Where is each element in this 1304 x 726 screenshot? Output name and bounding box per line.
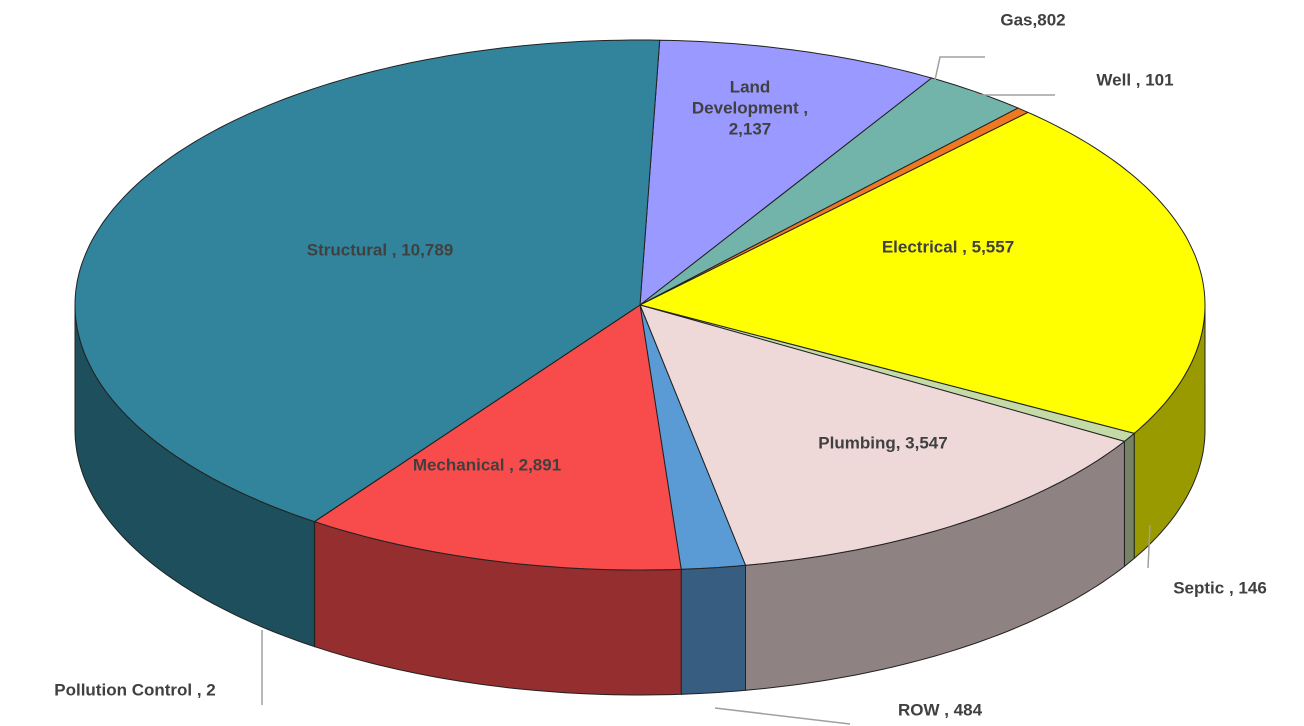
top-faces: [74, 39, 1206, 571]
slice: [639, 304, 1126, 566]
data-label: Mechanical , 2,891: [412, 455, 562, 475]
data-label: Structural , 10,789: [306, 240, 454, 260]
slice: [639, 304, 747, 570]
slice: [638, 111, 1206, 434]
slice: [74, 39, 661, 523]
side-walls: [74, 304, 1206, 696]
data-label: Pollution Control , 2: [54, 680, 216, 700]
data-label: Land Development , 2,137: [691, 77, 809, 139]
data-label: Electrical , 5,557: [881, 237, 1015, 257]
data-label: Well , 101: [1096, 70, 1174, 90]
slice: [313, 304, 682, 571]
slice: [639, 77, 1020, 306]
data-label: Gas,802: [1000, 10, 1066, 30]
slice: [639, 39, 933, 307]
leader-line: [934, 56, 985, 81]
data-label: Plumbing, 3,547: [818, 433, 948, 453]
slice-side: [1123, 432, 1135, 568]
leader-line: [1147, 524, 1151, 569]
slice-side: [680, 564, 746, 695]
data-label: ROW , 484: [897, 700, 983, 720]
data-label: Septic , 146: [1173, 578, 1267, 598]
leader-line: [714, 707, 851, 725]
